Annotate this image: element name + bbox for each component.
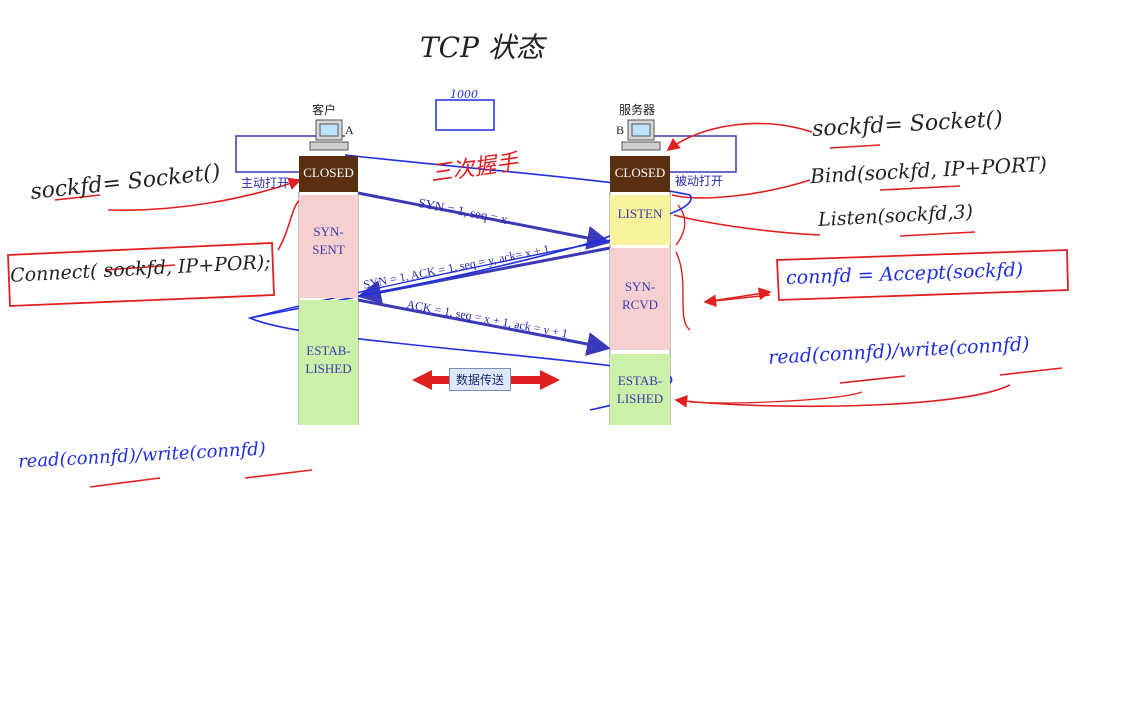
- client-computer-icon: [309, 119, 349, 151]
- server-computer-icon: [621, 119, 661, 151]
- client-state-established: ESTAB- LISHED: [299, 300, 358, 425]
- server-state-established: ESTAB- LISHED: [610, 354, 670, 425]
- ack-arrow: [357, 298, 611, 356]
- server-state-closed: CLOSED: [610, 156, 670, 192]
- active-open-label: 主动打开: [241, 176, 290, 190]
- passive-open-label: 被动打开: [675, 174, 724, 188]
- server-label: 服务器: [619, 103, 656, 117]
- client-state-syn-sent: SYN- SENT: [299, 195, 358, 298]
- connect-box: [7, 242, 275, 307]
- data-transfer-label: 数据传送: [449, 368, 512, 391]
- active-open-loop: [235, 135, 345, 173]
- server-state-syn-rcvd: SYN- RCVD: [610, 248, 670, 350]
- client-label: 客户: [312, 103, 337, 117]
- page-title: TCP 状态: [420, 31, 544, 64]
- server-host-letter: B: [616, 123, 625, 137]
- accept-box: [776, 249, 1069, 301]
- client-state-closed: CLOSED: [299, 156, 358, 192]
- note-1000: 1000: [450, 88, 478, 101]
- note-1000-box: [435, 99, 495, 131]
- syn-arrow: [357, 191, 611, 250]
- client-host-letter: A: [345, 123, 354, 137]
- passive-open-loop: [630, 135, 737, 173]
- server-state-listen: LISTEN: [610, 195, 670, 245]
